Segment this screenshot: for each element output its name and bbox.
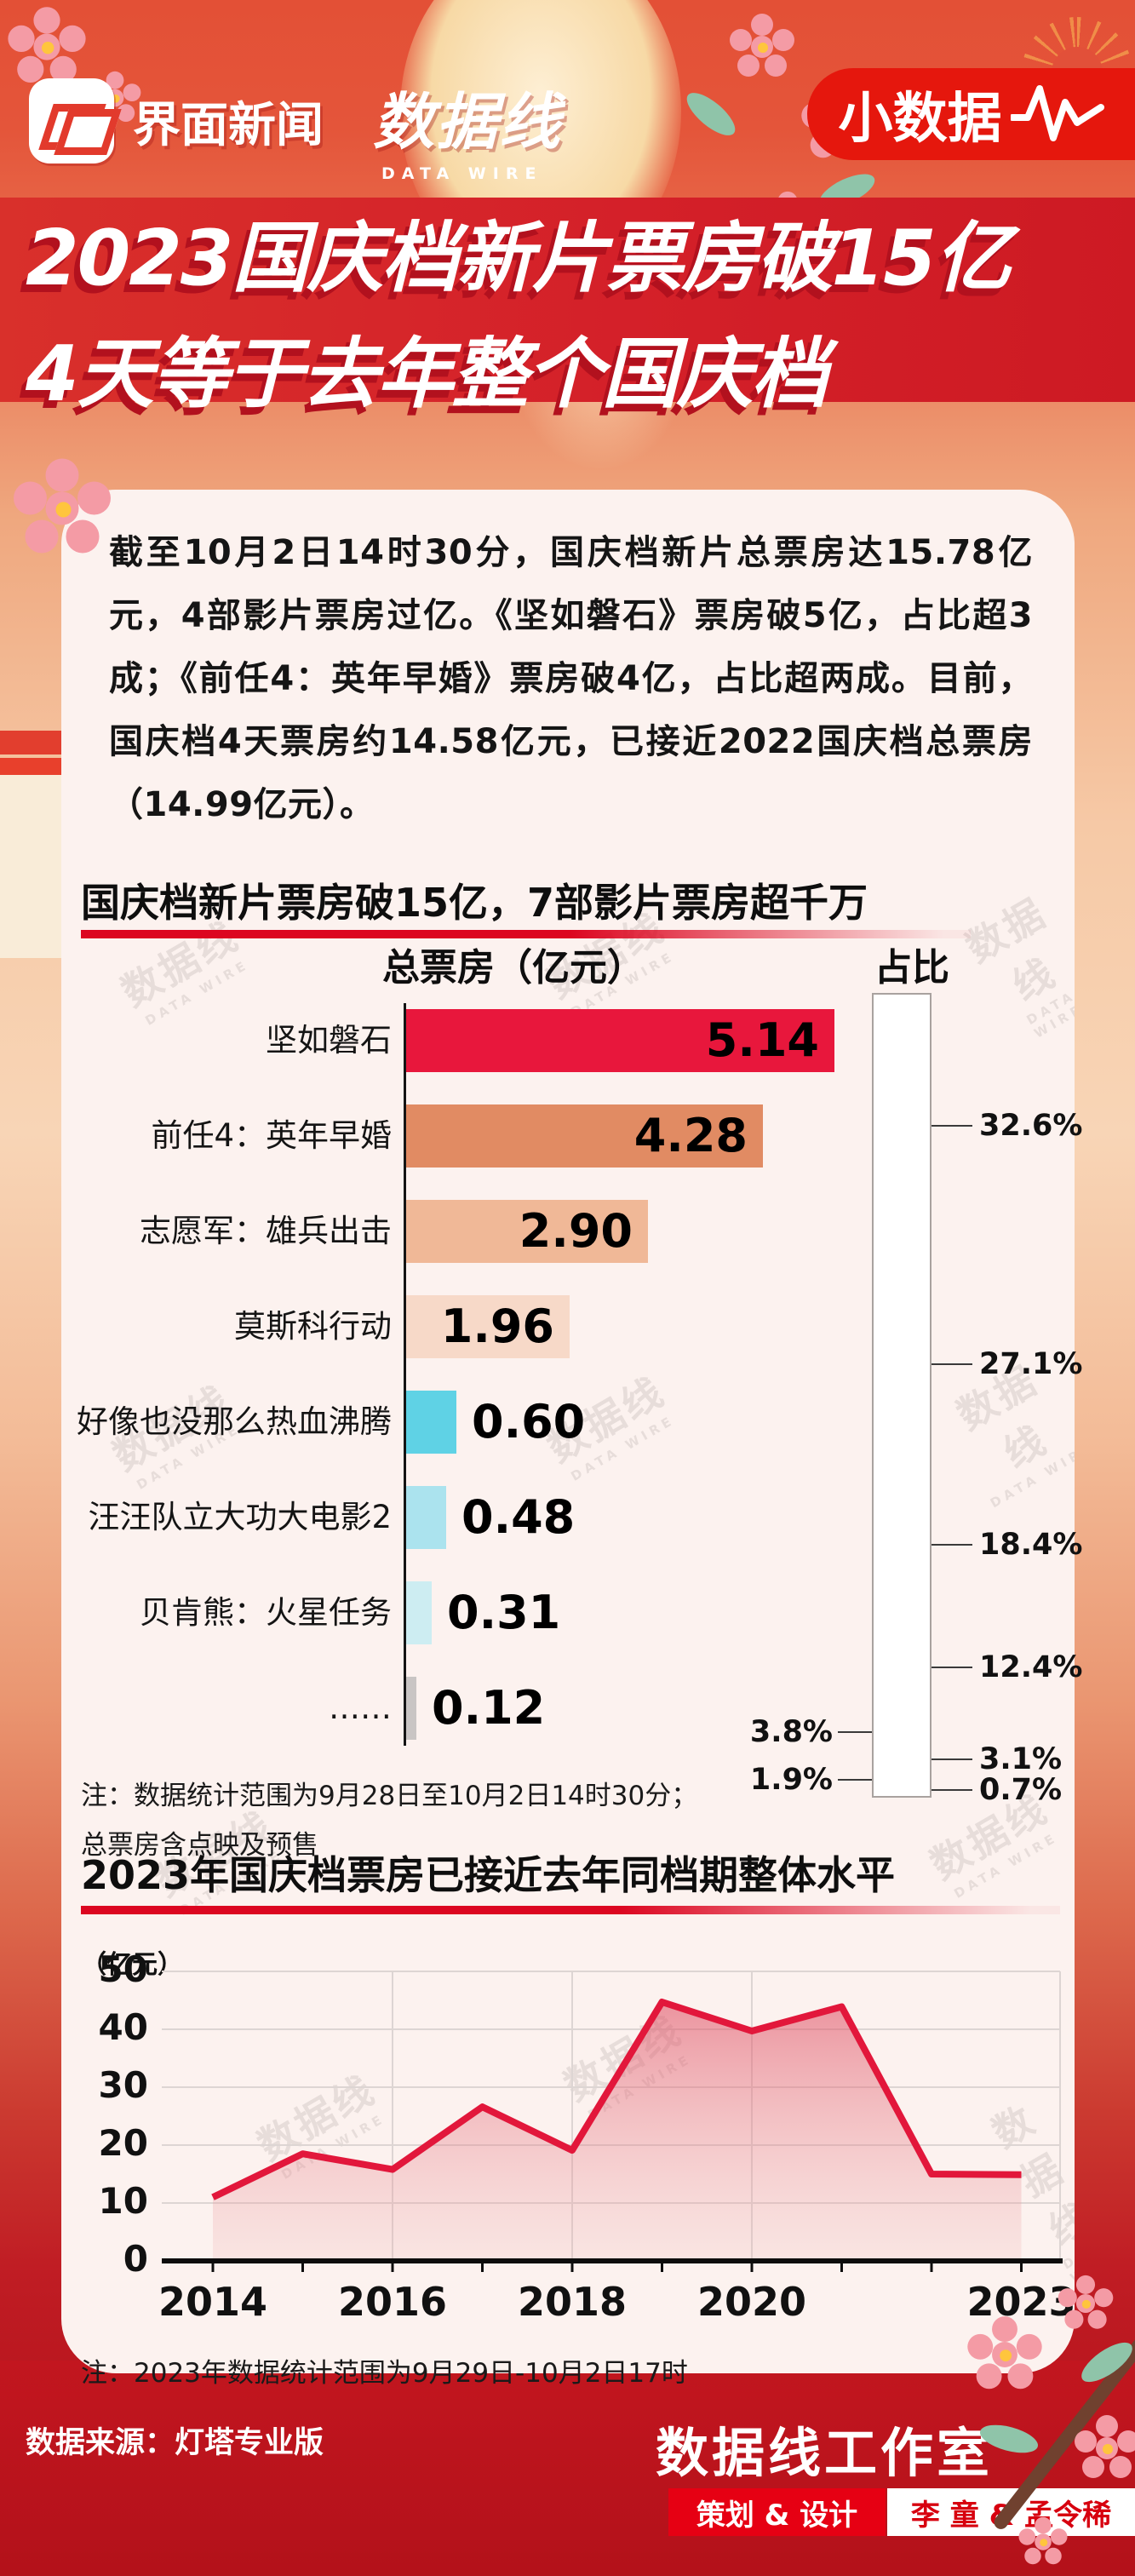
y-tick-label: 30 <box>98 2064 148 2106</box>
intro-paragraph: 截至10月2日14时30分，国庆档新片总票房达15.78亿元，4部影片票房过亿。… <box>109 533 1033 824</box>
x-tick-label: 2016 <box>337 2279 448 2325</box>
bar-chart-title: 国庆档新片票房破15亿，7部影片票房超千万 <box>81 880 868 926</box>
bar-value-label: 5.14 <box>705 1013 819 1067</box>
bar-chart-note: 注：数据统计范围为9月28日至10月2日14时30分； 总票房含点映及预售 <box>81 1771 697 1870</box>
flower-decoration <box>960 2310 1049 2399</box>
x-tick-label: 2018 <box>517 2279 628 2325</box>
footer-background <box>0 2361 1135 2576</box>
bar-chart-note-line2: 总票房含点映及预售 <box>81 1830 318 1861</box>
divider <box>81 930 971 938</box>
jiemian-logo-icon <box>29 78 122 164</box>
share-percent-label: 3.8% <box>749 1715 833 1749</box>
bar-value-label: 1.96 <box>440 1299 554 1353</box>
bar-category-label: 汪汪队立大功大电影2 <box>88 1499 392 1535</box>
bar <box>406 1295 570 1358</box>
share-connector-line <box>838 1779 896 1781</box>
x-tick-label: 2023 <box>966 2279 1076 2325</box>
line-chart-title: 2023年国庆档票房已接近去年同档期整体水平 <box>81 1852 896 1898</box>
flower-decoration <box>1053 2271 1119 2337</box>
share-connector-line <box>899 1544 972 1546</box>
area-fill <box>213 2002 1022 2261</box>
bar <box>406 1104 763 1168</box>
bar-category-label: 贝肯熊：火星任务 <box>140 1594 392 1631</box>
trend-chart-canvas <box>162 1971 1063 2272</box>
y-tick-label: 50 <box>98 1948 148 1990</box>
bar <box>406 1677 416 1740</box>
line-chart-note: 注：2023年数据统计范围为9月29日-10月2日17时 <box>81 2358 688 2389</box>
y-tick-label: 10 <box>98 2180 148 2222</box>
share-percent-label: 3.1% <box>979 1742 1063 1776</box>
value-axis-label: 总票房（亿元） <box>382 946 645 990</box>
jiemian-logo-label: 界面新闻 <box>133 97 324 153</box>
share-connector-line <box>899 1789 972 1791</box>
share-percent-label: 12.4% <box>979 1650 1083 1684</box>
bar-value-label: 4.28 <box>633 1109 748 1162</box>
x-tick-label: 2014 <box>158 2279 268 2325</box>
studio-name: 数据线工作室 <box>656 2422 994 2484</box>
y-tick-label: 20 <box>98 2122 148 2164</box>
bar-category-label: …… <box>329 1690 392 1726</box>
bar-category-label: 坚如磐石 <box>266 1022 392 1059</box>
bar-value-label: 0.48 <box>461 1490 576 1544</box>
bar <box>406 1486 446 1549</box>
share-connector-line <box>838 1731 896 1733</box>
leaf-decoration <box>1075 2335 1135 2390</box>
bar-category-label: 志愿军：雄兵出击 <box>140 1213 392 1249</box>
x-tick-label: 2020 <box>696 2279 807 2325</box>
share-stack-outline <box>872 993 932 1798</box>
jiemian-logo: 界面新闻 <box>29 78 324 164</box>
bar-chart-axis <box>404 1003 406 1746</box>
bar-chart-note-line1: 注：数据统计范围为9月28日至10月2日14时30分； <box>81 1781 698 1811</box>
bar <box>406 1009 834 1072</box>
bar-value-label: 2.90 <box>519 1204 633 1258</box>
share-axis-label: 占比 <box>874 946 949 990</box>
badge-label: 小数据 <box>838 88 1002 151</box>
share-connector-line <box>899 1758 972 1760</box>
flower-decoration <box>1069 2410 1135 2487</box>
credit-role-badge: 策划 & 设计 <box>668 2488 886 2536</box>
y-tick-label: 0 <box>123 2238 148 2280</box>
share-percent-label: 27.1% <box>979 1347 1083 1381</box>
y-tick-label: 40 <box>98 2006 148 2048</box>
bar-category-label: 莫斯科行动 <box>234 1308 392 1345</box>
credit-names-badge: 李 童 & 孟令稀 <box>887 2488 1135 2536</box>
share-percent-label: 18.4% <box>979 1528 1083 1562</box>
share-connector-line <box>899 1125 972 1127</box>
bar-value-label: 0.60 <box>472 1395 586 1449</box>
trend-line <box>211 1999 1022 2200</box>
bar-category-label: 前任4：英年早婚 <box>151 1117 392 1154</box>
bar-value-label: 0.12 <box>432 1681 546 1735</box>
page-title-line2: 4天等于去年整个国庆档 <box>26 330 828 419</box>
line-chart-unit-label: （亿元） <box>81 1950 183 1980</box>
bar-value-label: 0.31 <box>447 1586 561 1639</box>
share-percent-label: 0.7% <box>979 1773 1063 1807</box>
bar <box>406 1581 432 1644</box>
bar <box>406 1200 648 1263</box>
share-percent-label: 1.9% <box>749 1763 833 1797</box>
bar <box>406 1391 456 1454</box>
bar-category-label: 好像也没那么热血沸腾 <box>77 1403 392 1440</box>
share-percent-label: 32.6% <box>979 1109 1083 1143</box>
divider <box>81 1906 1060 1914</box>
data-source-label: 数据来源：灯塔专业版 <box>26 2426 324 2460</box>
share-connector-line <box>899 1363 972 1365</box>
share-connector-line <box>899 1667 972 1668</box>
